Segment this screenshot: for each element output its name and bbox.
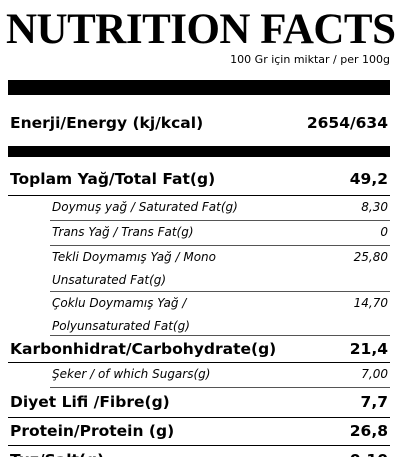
- nutrient-value: 14,70: [353, 296, 388, 310]
- nutrient-row: Karbonhidrat/Carbohydrate(g) 21,4: [8, 336, 390, 363]
- nutrient-value: 7,00: [361, 367, 388, 381]
- nutrient-value: 25,80: [353, 250, 388, 264]
- nutrient-label: Polyunsaturated Fat(g): [52, 319, 190, 333]
- nutrient-row: Şeker / of which Sugars(g) 7,00: [50, 363, 390, 388]
- nutrient-label: Doymuş yağ / Saturated Fat(g): [52, 200, 238, 214]
- nutrient-value: 0,10: [350, 451, 388, 457]
- nutrient-row: Doymuş yağ / Saturated Fat(g) 8,30: [50, 196, 390, 221]
- nutrient-label: Trans Yağ / Trans Fat(g): [52, 225, 194, 239]
- nutrient-row: Tekli Doymamış Yağ / Mono Unsaturated Fat…: [50, 246, 390, 292]
- nutrient-label: Karbonhidrat/Carbohydrate(g): [10, 339, 277, 358]
- energy-value: 2654/634: [306, 114, 388, 132]
- nutrient-value: 49,2: [349, 170, 388, 188]
- nutrient-label: Tuz/Salt(g): [10, 451, 104, 457]
- title: NUTRITION FACTS: [6, 6, 396, 53]
- nutrient-value: 21,4: [349, 339, 388, 358]
- nutrient-label: Şeker / of which Sugars(g): [52, 367, 211, 381]
- nutrient-value: 7,7: [360, 393, 388, 411]
- thick-rule: [8, 80, 390, 95]
- nutrient-label: Unsaturated Fat(g): [52, 273, 167, 287]
- nutrient-label: Çoklu Doymamış Yağ /: [52, 296, 187, 310]
- nutrient-row: Tuz/Salt(g) 0,10: [8, 446, 390, 457]
- nutrient-value: 0: [380, 225, 388, 239]
- nutrient-label: Tekli Doymamış Yağ / Mono: [52, 250, 216, 264]
- energy-label: Enerji/Energy (kj/kcal): [10, 114, 204, 132]
- thick-rule: [8, 146, 390, 157]
- nutrient-label: Toplam Yağ/Total Fat(g): [10, 170, 216, 188]
- nutrient-row: Protein/Protein (g) 26,8: [8, 418, 390, 446]
- nutrient-row: Çoklu Doymamış Yağ / Polyunsaturated Fat(…: [50, 292, 390, 336]
- nutrient-row: Trans Yağ / Trans Fat(g) 0: [50, 221, 390, 246]
- nutrient-row: Toplam Yağ/Total Fat(g) 49,2: [8, 164, 390, 196]
- nutrient-row: Diyet Lifi /Fibre(g) 7,7: [8, 388, 390, 418]
- nutrient-value: 26,8: [349, 422, 388, 440]
- nutrient-value: 8,30: [361, 200, 388, 214]
- nutrient-label: Protein/Protein (g): [10, 422, 175, 440]
- nutrient-label: Diyet Lifi /Fibre(g): [10, 393, 170, 411]
- energy-row: Enerji/Energy (kj/kcal) 2654/634: [8, 108, 390, 142]
- subtitle: 100 Gr için miktar / per 100g: [230, 53, 390, 66]
